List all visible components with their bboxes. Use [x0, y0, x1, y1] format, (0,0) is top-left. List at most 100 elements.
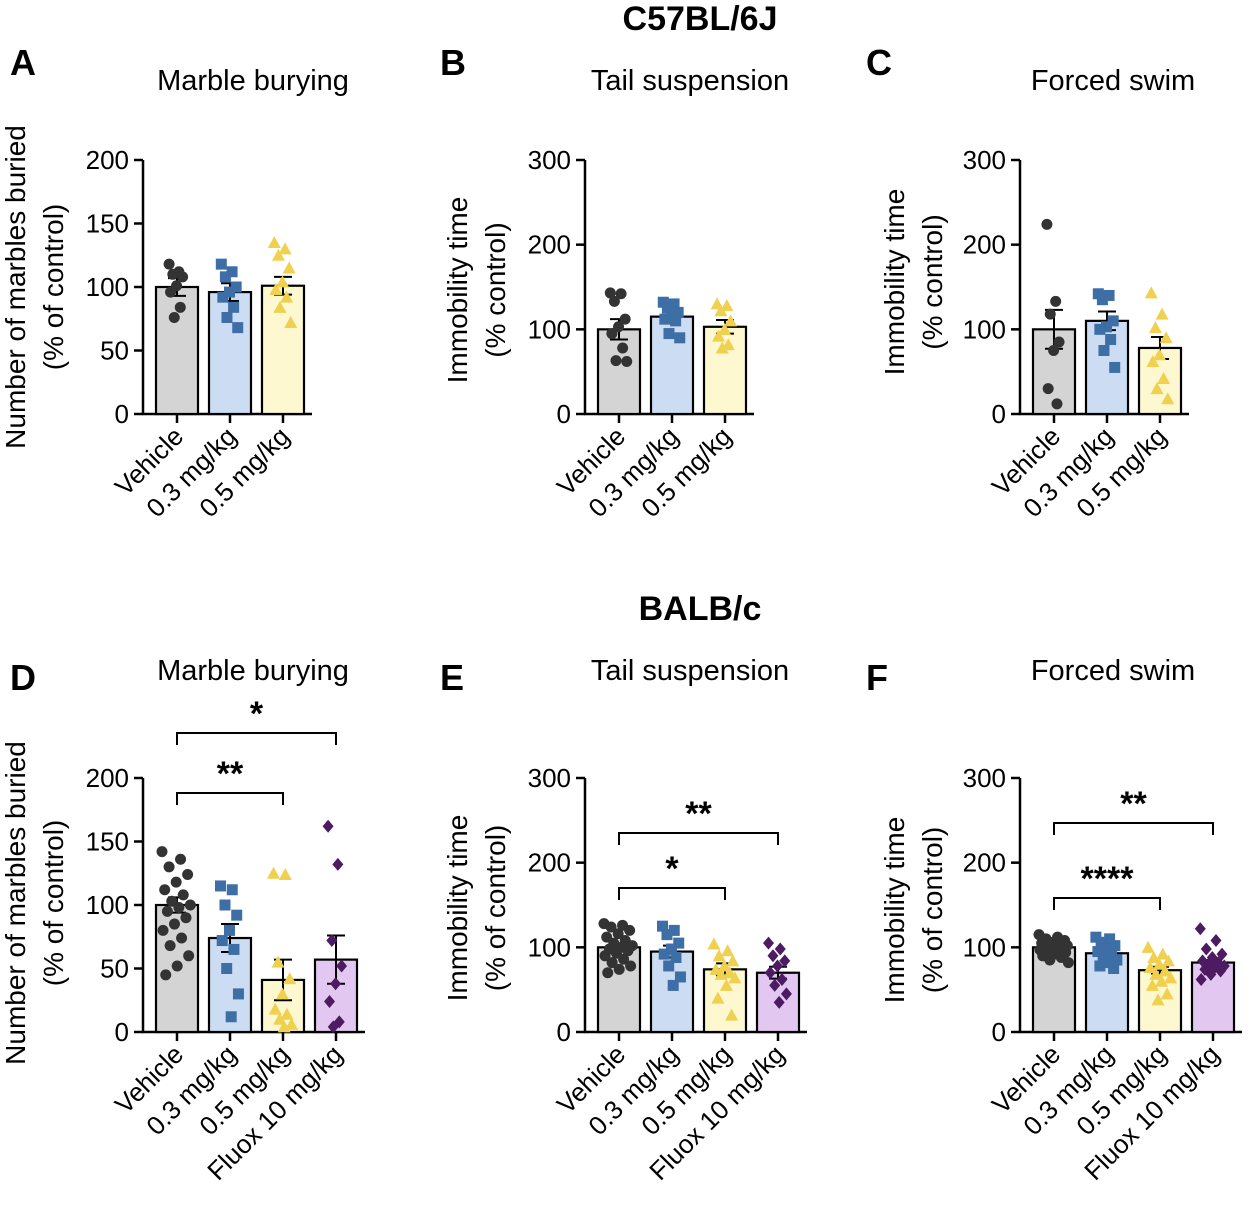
data-point: [173, 902, 185, 914]
data-point: [1041, 218, 1053, 230]
y-tick-label: 100: [528, 932, 571, 962]
data-point: [1146, 355, 1160, 368]
data-point: [1155, 307, 1169, 320]
data-point: [226, 266, 238, 278]
data-point: [278, 868, 292, 881]
data-point: [672, 306, 684, 318]
y-axis-label: Immobility time: [442, 815, 473, 1002]
data-point: [661, 929, 673, 941]
data-point: [275, 987, 289, 1000]
data-point: [177, 889, 189, 901]
data-point: [763, 936, 774, 950]
data-point: [707, 937, 721, 950]
data-point: [166, 895, 178, 907]
data-point: [617, 342, 629, 354]
y-axis-label: (% of control): [38, 204, 69, 371]
y-tick-label: 50: [100, 336, 129, 366]
significance-bracket: [1053, 897, 1161, 910]
data-point: [283, 972, 297, 985]
data-point: [174, 301, 186, 313]
data-point: [157, 924, 169, 936]
data-point: [721, 944, 735, 957]
data-point: [720, 299, 734, 312]
significance-bracket: [176, 792, 284, 805]
data-point: [1145, 978, 1159, 991]
data-point: [726, 954, 740, 967]
panel-b: B Tail suspension Immobility time (% contro…: [440, 42, 789, 523]
data-point: [622, 945, 634, 957]
data-point: [1042, 383, 1054, 395]
data-point: [728, 971, 742, 984]
data-point: [612, 928, 624, 940]
data-point: [1092, 946, 1104, 958]
data-point: [1210, 934, 1222, 948]
data-point: [1106, 948, 1118, 960]
panel-title: Forced swim: [1031, 65, 1195, 97]
y-tick-label: 100: [963, 314, 1006, 344]
y-tick-label: 300: [528, 145, 571, 175]
data-point: [1148, 321, 1162, 334]
data-point: [221, 963, 233, 974]
panel-letter: E: [440, 657, 464, 698]
data-point: [625, 960, 637, 972]
data-point: [1161, 392, 1175, 405]
data-point: [1158, 964, 1172, 977]
data-point: [658, 948, 670, 960]
data-point: [267, 866, 280, 879]
data-point: [1150, 382, 1164, 395]
y-tick-label: 0: [115, 1017, 129, 1047]
significance-label: **: [217, 755, 244, 793]
data-point: [1200, 942, 1212, 956]
y-axis-label: (% of control): [480, 825, 511, 992]
data-point: [1103, 289, 1115, 301]
y-axis-label: Immobility time: [442, 197, 473, 384]
panel-d: D Marble burying Number of marbles buried(…: [0, 655, 365, 1186]
y-tick-label: 100: [86, 272, 129, 302]
data-point: [268, 1002, 282, 1015]
panel-letter: B: [440, 42, 466, 83]
bar-1: [596, 328, 642, 416]
data-point: [724, 314, 738, 327]
panel-a: A Marble burying Number of marbles buried(…: [0, 42, 349, 523]
y-tick-label: 100: [86, 890, 129, 920]
panel-letter: A: [10, 42, 36, 83]
data-point: [176, 932, 188, 944]
data-point: [184, 899, 196, 911]
data-point: [170, 876, 182, 888]
y-axis-label: Immobility time: [879, 817, 910, 1004]
data-point: [177, 271, 189, 283]
panel-title: Forced swim: [1031, 655, 1195, 687]
data-point: [277, 1020, 291, 1033]
data-point: [226, 884, 238, 896]
data-point: [164, 940, 176, 952]
significance-bracket: [618, 887, 726, 900]
data-point: [621, 356, 633, 368]
data-point: [180, 912, 192, 924]
data-point: [767, 949, 779, 963]
data-point: [225, 1011, 237, 1023]
y-tick-label: 100: [963, 932, 1006, 962]
y-tick-label: 0: [992, 399, 1006, 429]
data-point: [161, 905, 173, 917]
panel-f: F Forced swim Immobility time (% of control…: [866, 655, 1242, 1186]
data-point: [159, 884, 171, 896]
data-point: [674, 971, 686, 983]
data-point: [1144, 286, 1158, 299]
data-point: [1096, 294, 1108, 306]
data-point: [715, 341, 729, 354]
panel-letter: C: [866, 42, 892, 83]
data-point: [1195, 973, 1207, 987]
data-point: [657, 296, 669, 308]
data-point: [232, 322, 244, 334]
data-point: [1160, 987, 1174, 1000]
data-point: [326, 934, 338, 948]
data-point: [1044, 308, 1056, 320]
data-point: [273, 300, 287, 313]
data-point: [773, 995, 785, 1009]
data-point: [276, 275, 290, 288]
panel-title: Marble burying: [157, 65, 349, 97]
data-point: [271, 955, 285, 968]
y-tick-label: 150: [86, 209, 129, 239]
